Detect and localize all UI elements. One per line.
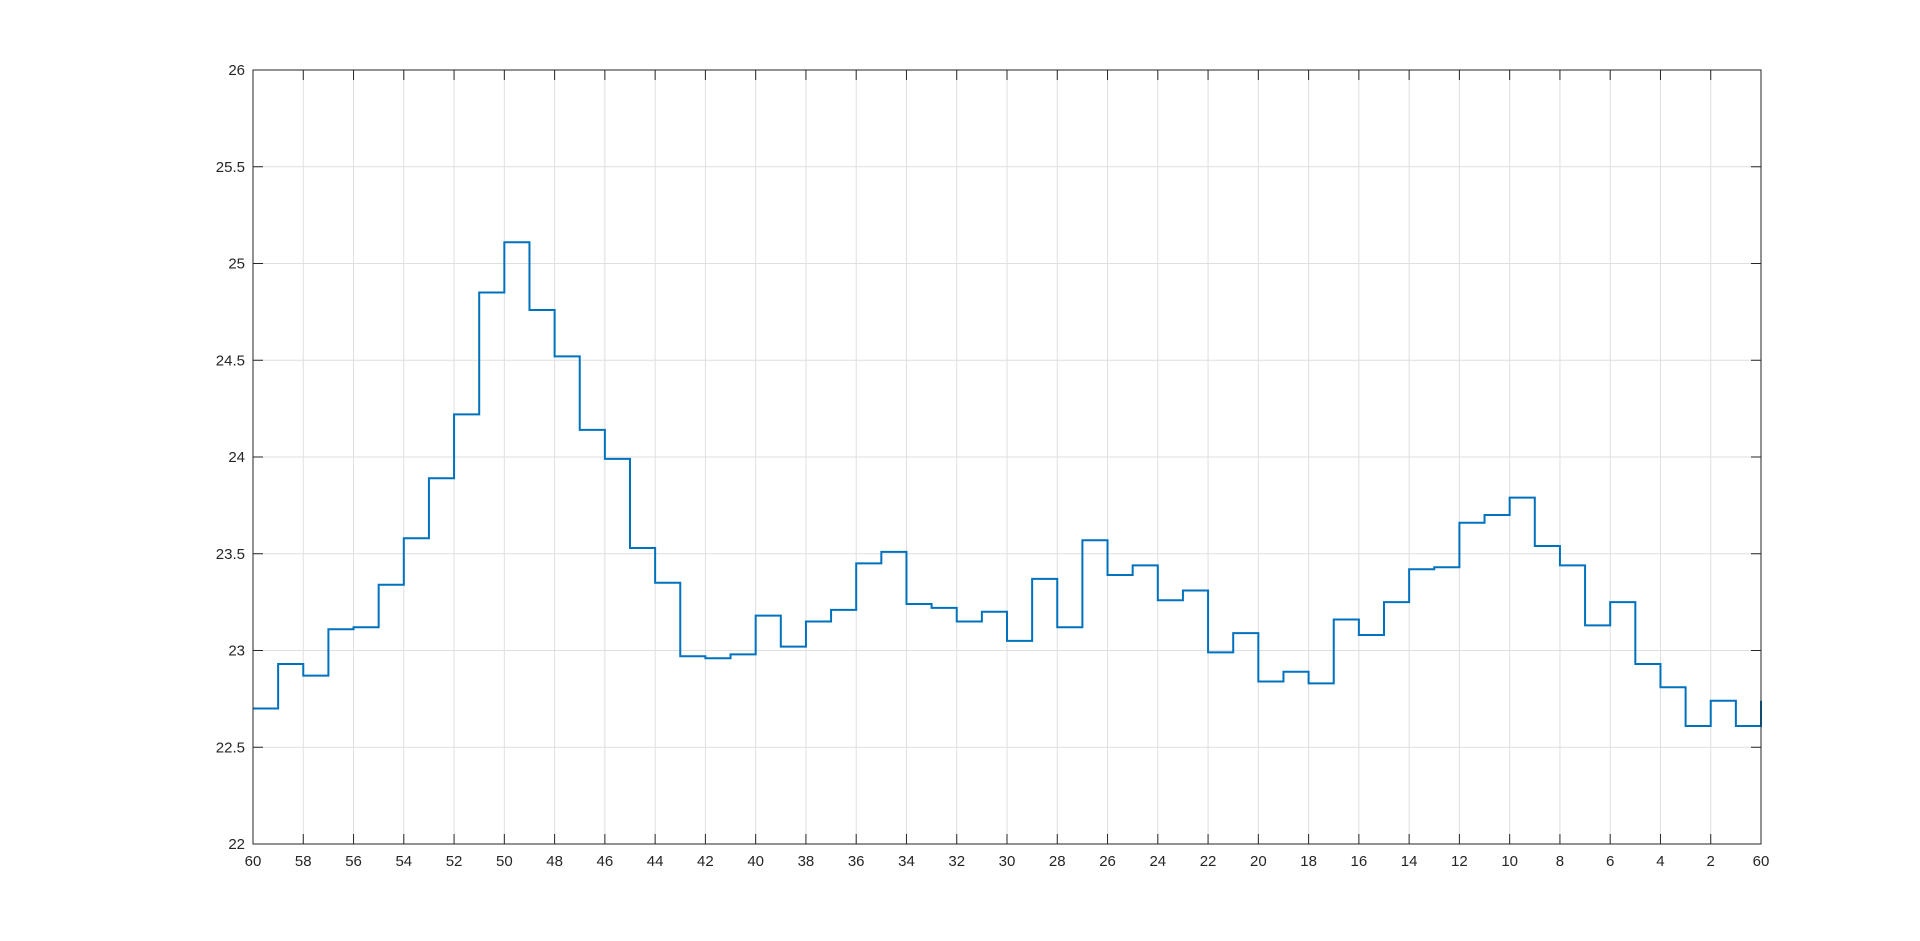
- x-tick-label: 56: [345, 853, 362, 870]
- x-tick-label: 24: [1149, 853, 1166, 870]
- y-tick-label: 25.5: [216, 159, 245, 176]
- y-tick-label: 23.5: [216, 546, 245, 563]
- x-tick-label: 10: [1501, 853, 1518, 870]
- x-tick-label: 52: [446, 853, 463, 870]
- x-tick-label: 42: [697, 853, 714, 870]
- tick-marks: [252, 69, 1762, 845]
- x-tick-label: 32: [948, 853, 965, 870]
- x-tick-label: 48: [546, 853, 563, 870]
- x-tick-labels: 60 58 56 54 52 50 48 46 44 42 40 38 36 34 32 30 28 26 24 22…: [245, 853, 1770, 870]
- x-tick-label: 18: [1300, 853, 1317, 870]
- x-tick-label: 60: [245, 853, 262, 870]
- series-layer: [253, 241, 1762, 727]
- y-tick-label: 23: [228, 643, 245, 660]
- x-tick-label: 2: [1707, 853, 1715, 870]
- y-tick-label: 24: [228, 449, 245, 466]
- x-tick-label: 58: [295, 853, 312, 870]
- x-tick-label: 28: [1049, 853, 1066, 870]
- y-tick-label: 24.5: [216, 352, 245, 369]
- y-tick-label: 26: [228, 62, 245, 79]
- x-tick-label: 20: [1250, 853, 1267, 870]
- x-tick-label: 36: [848, 853, 865, 870]
- x-tick-label: 22: [1200, 853, 1217, 870]
- x-tick-label: 40: [747, 853, 764, 870]
- grid-lines: [253, 70, 1761, 844]
- x-tick-label: 30: [999, 853, 1016, 870]
- x-tick-label: 34: [898, 853, 915, 870]
- x-tick-label: 16: [1351, 853, 1368, 870]
- x-tick-label: 12: [1451, 853, 1468, 870]
- x-tick-label: 46: [597, 853, 614, 870]
- y-tick-label: 25: [228, 256, 245, 273]
- x-tick-label: 4: [1656, 853, 1664, 870]
- series-step-line: [253, 241, 1762, 727]
- x-tick-label: 60: [1753, 853, 1770, 870]
- x-tick-label: 26: [1099, 853, 1116, 870]
- y-tick-label: 22: [228, 836, 245, 853]
- y-tick-label: 22.5: [216, 739, 245, 756]
- y-tick-labels: 22 22.5 23 23.5 24 24.5 25 25.5 26: [216, 62, 245, 853]
- x-tick-label: 38: [798, 853, 815, 870]
- x-tick-label: 6: [1606, 853, 1614, 870]
- x-tick-label: 54: [395, 853, 412, 870]
- x-tick-label: 44: [647, 853, 664, 870]
- x-tick-label: 50: [496, 853, 513, 870]
- x-tick-label: 14: [1401, 853, 1418, 870]
- x-tick-label: 8: [1556, 853, 1564, 870]
